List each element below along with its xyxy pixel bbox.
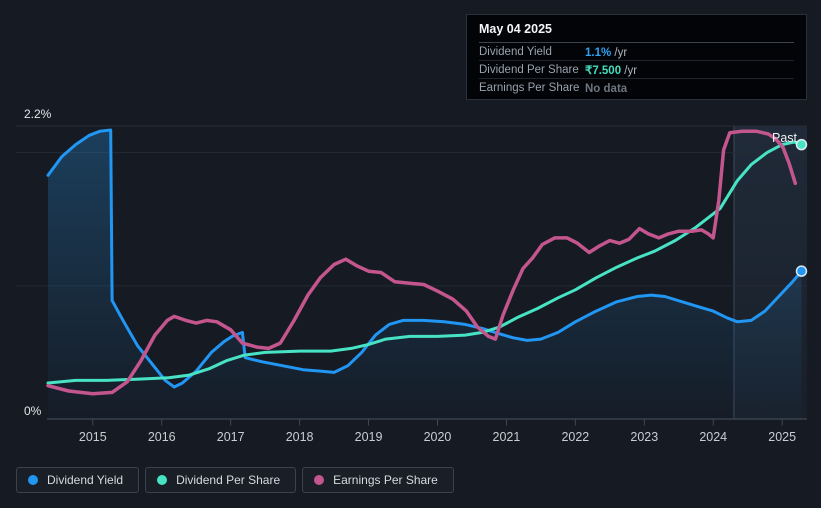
x-tick-label: 2017 [217,430,245,444]
past-label: Past [772,131,798,145]
x-tick-label: 2019 [355,430,383,444]
chart-line-earnings-per-share[interactable] [46,129,798,396]
tooltip-value: ₹7.500 [585,64,622,77]
x-tick-label: 2015 [79,430,107,444]
end-dot-dividend-yield [795,265,808,277]
legend-item-earnings-per-share[interactable]: Earnings Per Share [302,467,454,493]
x-tick-label: 2018 [286,430,314,444]
chart-legend: Dividend Yield Dividend Per Share Earnin… [16,467,454,493]
tooltip-row-earnings-per-share: Earnings Per Share No data [479,79,794,96]
chart-tooltip: May 04 2025 Dividend Yield 1.1% /yr Divi… [466,14,807,100]
chart-area-dividend-yield [48,130,802,419]
chart-line-dividend-yield[interactable] [46,128,803,389]
tooltip-row-dividend-per-share: Dividend Per Share ₹7.500 /yr [479,61,794,79]
legend-label: Dividend Per Share [176,473,281,487]
tooltip-label: Dividend Per Share [479,63,579,76]
tooltip-value-suffix: /yr [611,46,628,59]
legend-label: Dividend Yield [47,473,124,487]
x-tick-label: 2025 [768,430,796,444]
tooltip-value: 1.1% [585,46,612,59]
dividend-per-share-dot-icon [157,475,168,485]
y-axis-max-label: 2.2% [24,107,52,121]
dividend-yield-dot-icon [28,475,38,485]
x-tick-label: 2021 [493,430,521,444]
tooltip-value-suffix: /yr [621,64,638,77]
legend-item-dividend-per-share[interactable]: Dividend Per Share [145,467,297,493]
legend-label: Earnings Per Share [333,473,438,487]
legend-item-dividend-yield[interactable]: Dividend Yield [16,467,140,493]
tooltip-date: May 04 2025 [479,22,794,43]
tooltip-row-dividend-yield: Dividend Yield 1.1% /yr [479,43,794,61]
earnings-per-share-dot-icon [314,475,325,485]
x-tick-label: 2016 [148,430,176,444]
tooltip-label: Earnings Per Share [479,81,580,94]
x-tick-label: 2022 [561,430,589,444]
x-tick-label: 2024 [699,430,727,444]
tooltip-value: No data [585,82,628,95]
x-tick-label: 2023 [630,430,658,444]
dividend-history-chart[interactable]: 2015 2016 2017 2018 2019 2020 2021 2022 2023 2024… [0,0,821,455]
end-dot-dividend-per-share [795,138,808,151]
y-axis-zero-label: 0% [24,404,42,418]
tooltip-label: Dividend Yield [479,45,552,58]
x-tick-label: 2020 [424,430,452,444]
